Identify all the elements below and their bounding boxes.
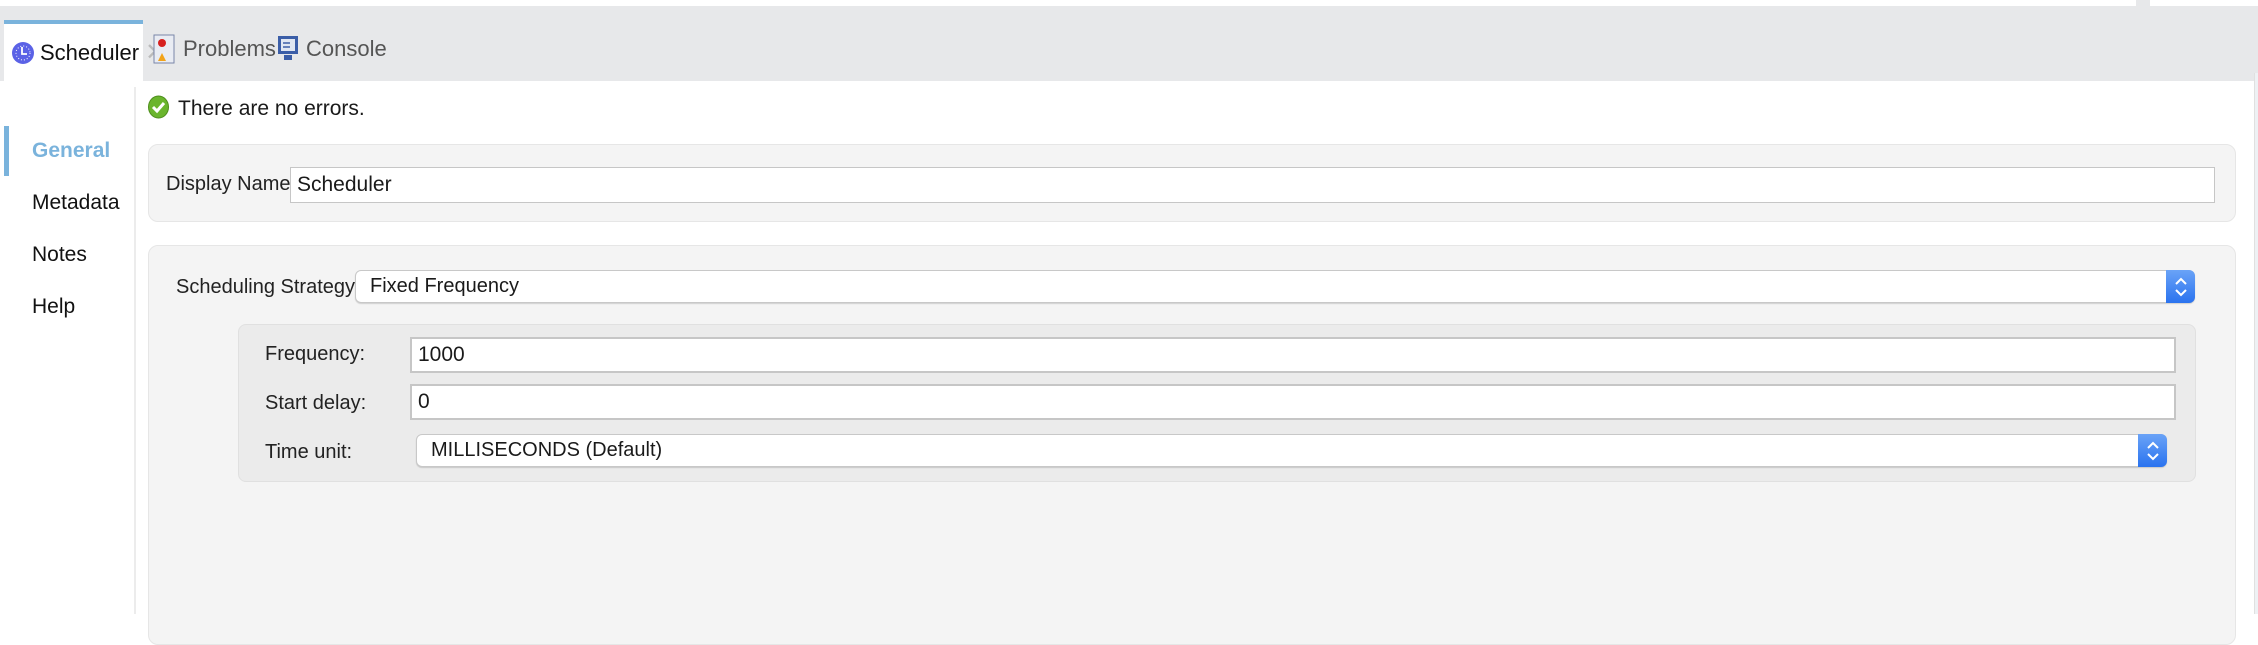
sidebar-item-help[interactable]: Help	[32, 295, 76, 318]
sidebar-divider	[134, 87, 136, 614]
frequency-label: Frequency:	[265, 343, 366, 365]
display-name-input[interactable]: Scheduler	[290, 167, 2215, 203]
tab-problems[interactable]: Problems	[153, 34, 276, 64]
console-icon	[278, 36, 298, 60]
check-circle-icon	[148, 95, 169, 119]
tab-label: Scheduler	[40, 39, 140, 65]
problems-icon	[153, 34, 175, 64]
time-unit-select[interactable]: MILLISECONDS (Default)	[416, 434, 2167, 467]
time-unit-label: Time unit:	[265, 441, 353, 463]
status-message: There are no errors.	[178, 97, 365, 120]
chevron-updown-icon[interactable]	[2166, 270, 2195, 303]
sidebar-active-indicator	[4, 126, 9, 176]
scrollbar[interactable]	[2254, 73, 2258, 614]
display-name-label: Display Name:	[166, 173, 297, 195]
clock-icon	[12, 41, 34, 64]
tab-label: Problems	[183, 36, 276, 61]
scheduling-strategy-select[interactable]: Fixed Frequency	[355, 270, 2195, 303]
tab-label: Console	[306, 36, 387, 61]
tab-bar	[0, 6, 2258, 81]
top-strip-notch	[2136, 0, 2150, 6]
start-delay-label: Start delay:	[265, 392, 367, 414]
scheduling-strategy-label: Scheduling Strategy	[176, 276, 356, 298]
sidebar-item-general[interactable]: General	[32, 139, 111, 162]
sidebar-item-metadata[interactable]: Metadata	[32, 191, 120, 214]
start-delay-input[interactable]: 0	[410, 384, 2176, 420]
sidebar-item-notes[interactable]: Notes	[32, 243, 87, 266]
select-value: MILLISECONDS (Default)	[431, 439, 663, 461]
tab-scheduler[interactable]: Scheduler ✕	[4, 20, 165, 81]
chevron-updown-icon[interactable]	[2138, 434, 2167, 467]
tab-console[interactable]: Console	[278, 36, 387, 62]
frequency-input[interactable]: 1000	[410, 337, 2176, 373]
select-value: Fixed Frequency	[370, 275, 519, 297]
